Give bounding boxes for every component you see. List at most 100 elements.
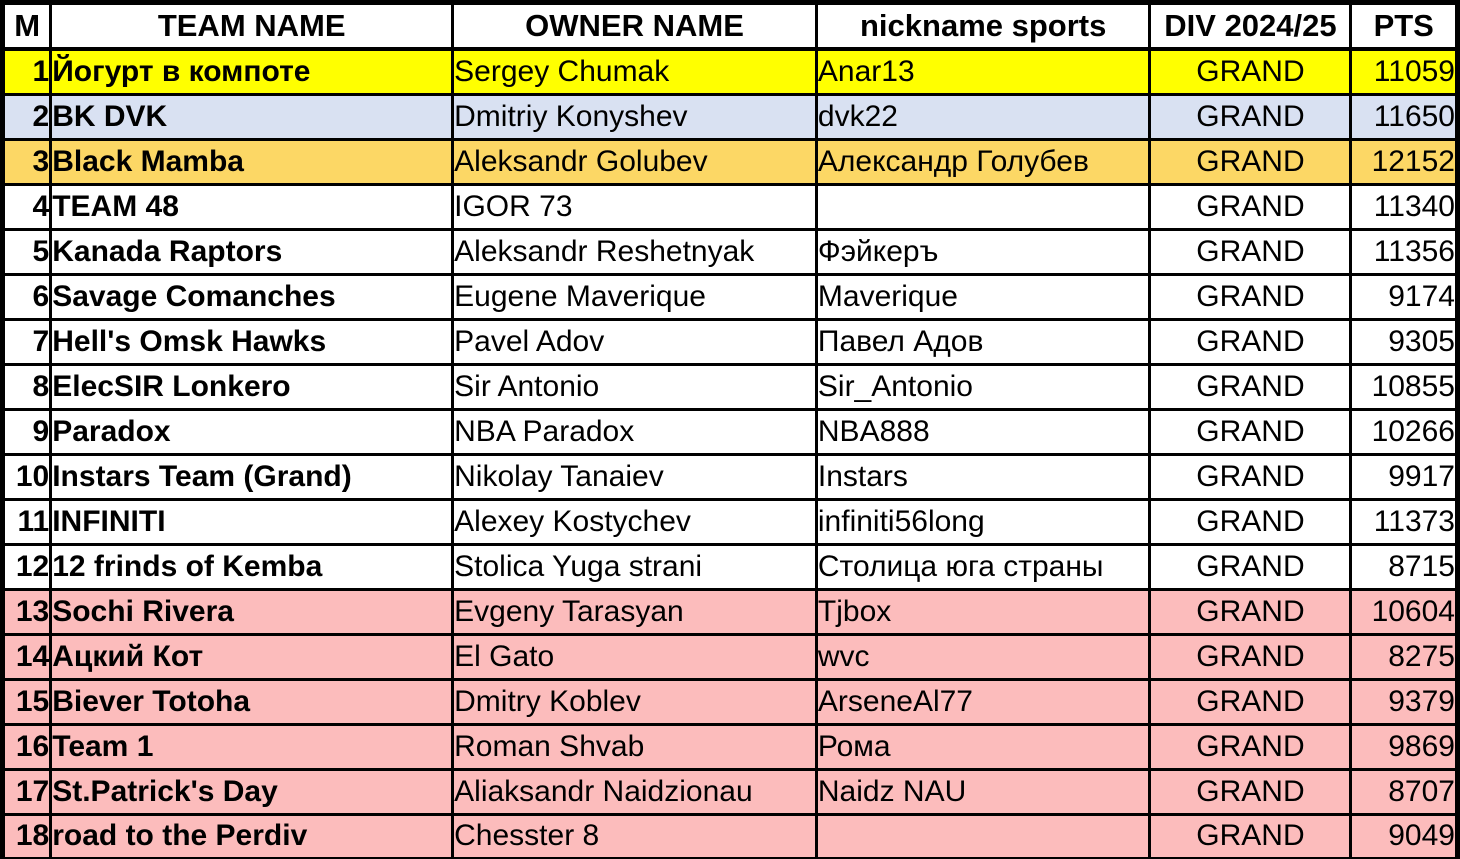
- cell-nickname[interactable]: Павел Адов: [814, 317, 1152, 366]
- cell-team[interactable]: Йогурт в компоте: [49, 47, 455, 96]
- cell-m[interactable]: 10: [0, 452, 53, 501]
- cell-owner[interactable]: Eugene Maverique: [451, 272, 818, 321]
- cell-owner[interactable]: Aleksandr Golubev: [451, 137, 818, 186]
- cell-m[interactable]: 8: [0, 362, 53, 411]
- cell-owner[interactable]: Alexey Kostychev: [451, 497, 818, 546]
- cell-m[interactable]: 9: [0, 407, 53, 456]
- cell-nickname[interactable]: Naidz NAU: [814, 767, 1152, 816]
- cell-owner[interactable]: El Gato: [451, 632, 818, 681]
- cell-team[interactable]: Black Mamba: [49, 137, 455, 186]
- cell-pts[interactable]: 9049: [1349, 812, 1459, 859]
- cell-nickname[interactable]: Рома: [814, 722, 1152, 771]
- cell-m[interactable]: 1: [0, 47, 53, 96]
- cell-div[interactable]: GRAND: [1148, 587, 1353, 636]
- cell-team[interactable]: TEAM 48: [49, 182, 455, 231]
- cell-m[interactable]: 18: [0, 812, 53, 859]
- cell-div[interactable]: GRAND: [1148, 92, 1353, 141]
- cell-pts[interactable]: 11340: [1349, 182, 1459, 231]
- cell-div[interactable]: GRAND: [1148, 632, 1353, 681]
- cell-pts[interactable]: 9379: [1349, 677, 1459, 726]
- cell-pts[interactable]: 10604: [1349, 587, 1459, 636]
- cell-team[interactable]: Sochi Rivera: [49, 587, 455, 636]
- cell-owner[interactable]: NBA Paradox: [451, 407, 818, 456]
- cell-pts[interactable]: 8715: [1349, 542, 1459, 591]
- cell-nickname[interactable]: wvc: [814, 632, 1152, 681]
- cell-team[interactable]: Savage Comanches: [49, 272, 455, 321]
- cell-pts[interactable]: 11373: [1349, 497, 1459, 546]
- cell-nickname[interactable]: ArseneAl77: [814, 677, 1152, 726]
- cell-nickname[interactable]: Александр Голубев: [814, 137, 1152, 186]
- cell-div[interactable]: GRAND: [1148, 272, 1353, 321]
- cell-m[interactable]: 16: [0, 722, 53, 771]
- cell-owner[interactable]: Pavel Adov: [451, 317, 818, 366]
- cell-owner[interactable]: Aleksandr Reshetnyak: [451, 227, 818, 276]
- cell-nickname[interactable]: Фэйкеръ: [814, 227, 1152, 276]
- cell-nickname[interactable]: Anar13: [814, 47, 1152, 96]
- cell-m[interactable]: 3: [0, 137, 53, 186]
- cell-team[interactable]: Biever Totoha: [49, 677, 455, 726]
- cell-team[interactable]: St.Patrick's Day: [49, 767, 455, 816]
- cell-div[interactable]: GRAND: [1148, 227, 1353, 276]
- header-cell-team[interactable]: TEAM NAME: [49, 1, 455, 51]
- cell-owner[interactable]: Sir Antonio: [451, 362, 818, 411]
- cell-team[interactable]: 12 frinds of Kemba: [49, 542, 455, 591]
- cell-nickname[interactable]: Столица юга страны: [814, 542, 1152, 591]
- cell-nickname[interactable]: Maverique: [814, 272, 1152, 321]
- cell-nickname[interactable]: NBA888: [814, 407, 1152, 456]
- cell-owner[interactable]: IGOR 73: [451, 182, 818, 231]
- cell-pts[interactable]: 9869: [1349, 722, 1459, 771]
- cell-pts[interactable]: 11356: [1349, 227, 1459, 276]
- cell-m[interactable]: 7: [0, 317, 53, 366]
- cell-pts[interactable]: 10266: [1349, 407, 1459, 456]
- cell-nickname[interactable]: [814, 182, 1152, 231]
- cell-owner[interactable]: Nikolay Tanaiev: [451, 452, 818, 501]
- cell-pts[interactable]: 11650: [1349, 92, 1459, 141]
- header-cell-div[interactable]: DIV 2024/25: [1148, 1, 1353, 51]
- cell-owner[interactable]: Roman Shvab: [451, 722, 818, 771]
- cell-owner[interactable]: Aliaksandr Naidzionau: [451, 767, 818, 816]
- cell-div[interactable]: GRAND: [1148, 452, 1353, 501]
- cell-div[interactable]: GRAND: [1148, 47, 1353, 96]
- cell-nickname[interactable]: Instars: [814, 452, 1152, 501]
- cell-nickname[interactable]: Tjbox: [814, 587, 1152, 636]
- cell-pts[interactable]: 10855: [1349, 362, 1459, 411]
- cell-div[interactable]: GRAND: [1148, 722, 1353, 771]
- cell-div[interactable]: GRAND: [1148, 407, 1353, 456]
- cell-m[interactable]: 13: [0, 587, 53, 636]
- cell-div[interactable]: GRAND: [1148, 362, 1353, 411]
- cell-m[interactable]: 11: [0, 497, 53, 546]
- cell-team[interactable]: Kanada Raptors: [49, 227, 455, 276]
- cell-pts[interactable]: 12152: [1349, 137, 1459, 186]
- header-cell-nickname[interactable]: nickname sports: [814, 1, 1152, 51]
- cell-owner[interactable]: Stolica Yuga strani: [451, 542, 818, 591]
- cell-m[interactable]: 5: [0, 227, 53, 276]
- cell-m[interactable]: 15: [0, 677, 53, 726]
- cell-m[interactable]: 17: [0, 767, 53, 816]
- cell-div[interactable]: GRAND: [1148, 497, 1353, 546]
- cell-owner[interactable]: Dmitry Koblev: [451, 677, 818, 726]
- cell-m[interactable]: 12: [0, 542, 53, 591]
- cell-team[interactable]: ElecSIR Lonkero: [49, 362, 455, 411]
- cell-div[interactable]: GRAND: [1148, 137, 1353, 186]
- cell-owner[interactable]: Evgeny Tarasyan: [451, 587, 818, 636]
- cell-team[interactable]: Team 1: [49, 722, 455, 771]
- cell-owner[interactable]: Dmitriy Konyshev: [451, 92, 818, 141]
- cell-pts[interactable]: 9917: [1349, 452, 1459, 501]
- header-cell-m[interactable]: M: [0, 1, 53, 51]
- cell-m[interactable]: 4: [0, 182, 53, 231]
- cell-pts[interactable]: 8707: [1349, 767, 1459, 816]
- cell-pts[interactable]: 9305: [1349, 317, 1459, 366]
- cell-team[interactable]: Ацкий Кот: [49, 632, 455, 681]
- cell-nickname[interactable]: [814, 812, 1152, 859]
- cell-nickname[interactable]: Sir_Antonio: [814, 362, 1152, 411]
- cell-pts[interactable]: 8275: [1349, 632, 1459, 681]
- cell-nickname[interactable]: infiniti56long: [814, 497, 1152, 546]
- cell-pts[interactable]: 11059: [1349, 47, 1459, 96]
- cell-m[interactable]: 6: [0, 272, 53, 321]
- cell-team[interactable]: BK DVK: [49, 92, 455, 141]
- cell-team[interactable]: Hell's Omsk Hawks: [49, 317, 455, 366]
- cell-owner[interactable]: Sergey Chumak: [451, 47, 818, 96]
- cell-div[interactable]: GRAND: [1148, 542, 1353, 591]
- cell-div[interactable]: GRAND: [1148, 812, 1353, 859]
- cell-team[interactable]: Paradox: [49, 407, 455, 456]
